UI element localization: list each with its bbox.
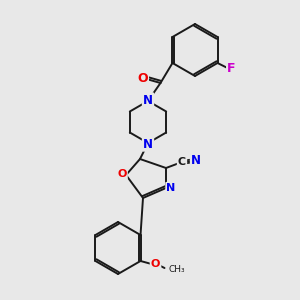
- Text: N: N: [143, 94, 153, 106]
- Text: O: O: [137, 71, 148, 85]
- Text: N: N: [167, 183, 176, 193]
- Text: N: N: [191, 154, 201, 167]
- Text: F: F: [227, 62, 236, 76]
- Text: CH₃: CH₃: [169, 265, 185, 274]
- Text: N: N: [143, 137, 153, 151]
- Text: C: C: [178, 157, 186, 167]
- Text: O: O: [151, 259, 160, 269]
- Text: O: O: [117, 169, 127, 179]
